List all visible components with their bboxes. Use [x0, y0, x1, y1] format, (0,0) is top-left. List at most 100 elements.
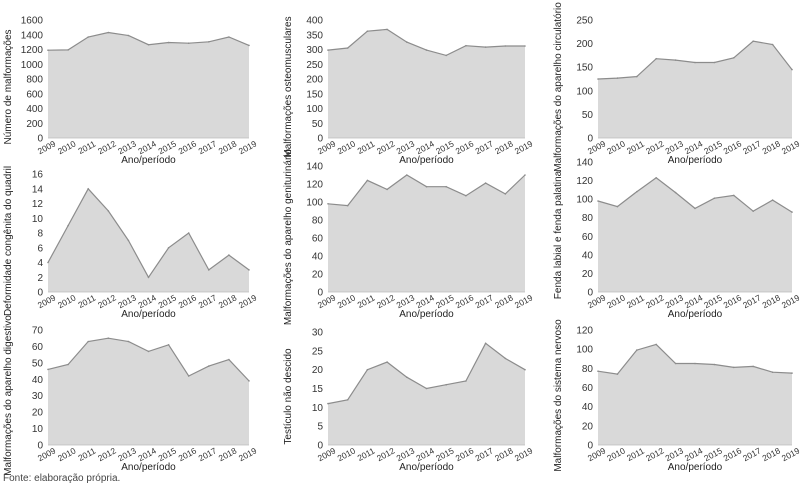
series-area [328, 175, 525, 292]
y-tick-label: 150 [576, 63, 593, 74]
data-point [616, 205, 619, 208]
data-point [504, 357, 507, 360]
data-point [187, 232, 190, 234]
x-tick-label: 2013 [395, 445, 417, 463]
x-tick-label: 2014 [414, 292, 436, 310]
x-tick-label: 2016 [454, 292, 476, 310]
x-tick-label: 2013 [116, 445, 138, 463]
data-point [524, 368, 526, 371]
x-tick-label: 2019 [780, 445, 800, 463]
y-tick-label: 800 [26, 75, 43, 86]
data-point [445, 54, 448, 57]
data-point [713, 197, 716, 199]
data-point [47, 368, 49, 371]
y-axis-label: Número de malformações [3, 29, 14, 144]
data-point [425, 387, 428, 390]
data-point [465, 44, 467, 47]
x-tick-label: 2015 [156, 292, 178, 310]
x-tick-label: 2017 [197, 292, 219, 310]
data-point [524, 174, 526, 176]
y-tick-label: 25 [312, 346, 324, 357]
data-point [406, 376, 408, 379]
data-point [791, 211, 793, 213]
data-point [694, 207, 696, 210]
data-point [127, 34, 130, 37]
y-tick-label: 100 [576, 86, 593, 97]
x-tick-label: 2011 [356, 139, 377, 157]
data-point [733, 366, 735, 369]
data-point [616, 373, 619, 375]
x-tick-label: 2018 [217, 292, 239, 310]
y-tick-label: 50 [32, 358, 44, 369]
x-tick-label: 2014 [136, 138, 158, 156]
data-point [248, 44, 250, 47]
data-point [366, 30, 369, 32]
y-tick-label: 100 [576, 195, 593, 206]
x-tick-label: 2018 [217, 445, 239, 463]
x-tick-label: 2010 [605, 292, 627, 310]
x-tick-label: 2017 [473, 445, 495, 463]
y-tick-label: 30 [312, 328, 324, 339]
area-chart-2: 0501001502002503003504002009201020112012… [283, 16, 535, 167]
x-tick-label: 2011 [625, 293, 646, 311]
x-tick-label: 2011 [356, 446, 377, 464]
data-point [733, 194, 735, 197]
y-tick-label: 50 [312, 119, 324, 130]
x-tick-label: 2014 [136, 292, 158, 310]
area-chart-5: 0204060801001201402009201020112012201320… [283, 148, 535, 325]
x-tick-label: 2011 [76, 293, 97, 311]
x-tick-label: 2019 [780, 138, 800, 156]
y-tick-label: 10 [32, 214, 44, 225]
data-point [107, 210, 110, 212]
data-point [597, 370, 599, 373]
y-tick-label: 16 [32, 170, 44, 181]
y-tick-label: 30 [32, 391, 44, 402]
data-point [484, 182, 487, 184]
data-point [366, 368, 369, 371]
x-tick-label: 2019 [780, 292, 800, 310]
data-point [406, 41, 408, 43]
data-point [674, 59, 677, 61]
data-point [87, 188, 89, 190]
x-tick-label: 2010 [336, 138, 358, 156]
y-tick-label: 140 [576, 158, 593, 169]
data-point [636, 75, 638, 78]
x-tick-label: 2019 [237, 445, 259, 463]
series-area [328, 343, 525, 445]
y-tick-label: 100 [306, 104, 323, 115]
data-point [67, 224, 69, 227]
data-point [655, 177, 657, 179]
data-point [208, 41, 210, 43]
y-tick-label: 0 [37, 134, 43, 145]
y-tick-label: 250 [576, 16, 593, 27]
y-tick-label: 40 [32, 375, 44, 386]
x-tick-label: 2010 [605, 445, 627, 463]
y-tick-label: 120 [576, 176, 593, 187]
data-point [327, 402, 329, 405]
data-point [655, 343, 657, 346]
data-point [694, 362, 696, 365]
data-point [597, 200, 599, 202]
data-point [248, 269, 250, 271]
data-point [597, 78, 599, 80]
data-point [187, 375, 190, 377]
y-axis-label: Testículo não descido [283, 348, 294, 445]
data-point [67, 49, 69, 51]
data-point [425, 49, 428, 51]
data-point [147, 43, 150, 46]
data-point [674, 362, 677, 365]
y-tick-label: 600 [26, 89, 43, 100]
x-tick-label: 2010 [56, 292, 78, 310]
data-point [167, 344, 170, 346]
y-tick-label: 400 [306, 16, 323, 27]
data-point [127, 239, 130, 242]
area-chart-7: 0102030405060702009201020112012201320142… [3, 315, 259, 476]
y-tick-label: 10 [312, 403, 324, 414]
x-tick-label: 2017 [473, 292, 495, 310]
data-point [386, 361, 388, 363]
data-point [406, 174, 408, 176]
series-area [328, 29, 525, 138]
x-axis-label: Ano/período [121, 462, 176, 473]
data-point [167, 247, 170, 249]
data-point [386, 188, 388, 191]
